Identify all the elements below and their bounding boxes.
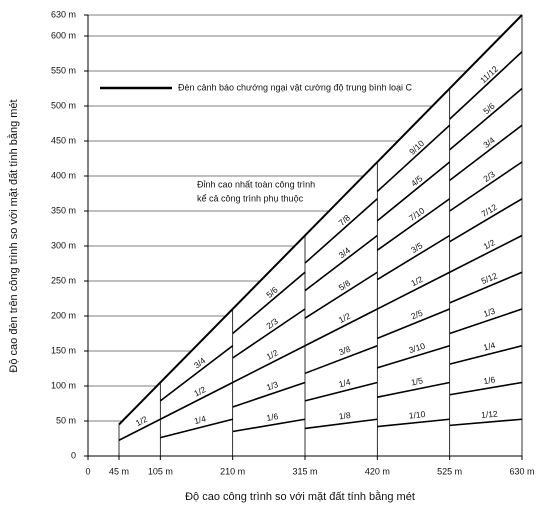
light-level-line [449,234,523,273]
fraction-label: 1/3 [482,306,497,319]
light-level-line [118,418,161,441]
light-level-line [376,234,451,281]
light-level-line [377,381,450,398]
fraction-label: 3/4 [481,135,497,150]
y-tick-label: 350 m [51,205,76,215]
light-level-line [449,418,523,427]
fraction-label: 2/3 [481,169,497,184]
fraction-label: 5/6 [481,101,497,116]
y-tick-label: 630 m [51,9,76,19]
fraction-label: 1/8 [338,410,351,421]
x-tick-label: 105 m [148,466,173,476]
fraction-label: 1/4 [193,413,207,426]
light-level-line [376,161,451,222]
y-tick-label: 300 m [51,240,76,250]
light-level-line [304,418,378,430]
light-level-line [159,345,234,402]
light-level-line [377,344,450,369]
fraction-label: 3/4 [337,245,353,260]
x-tick-label: 0 [85,466,90,476]
light-level-line [304,345,378,375]
light-level-line [304,271,378,319]
summit-line [118,14,523,426]
y-tick-label: 400 m [51,170,76,180]
fraction-label: 5/6 [264,284,280,299]
fraction-label: 4/5 [409,173,425,188]
legend-label: Đèn cảnh báo chướng ngại vật cường độ tr… [178,82,413,92]
fraction-label: 1/5 [410,375,424,387]
light-level-line [159,381,234,420]
light-level-line [449,381,523,396]
light-level-line [304,308,378,347]
light-level-line [449,198,523,243]
x-tick-label: 630 m [509,466,534,476]
light-level-line [449,271,523,304]
y-tick-label: 250 m [51,275,76,285]
light-level-line [449,87,523,151]
fraction-label: 3/8 [337,344,352,358]
y-tick-label: 450 m [51,135,76,145]
fraction-label: 7/12 [479,202,499,219]
light-level-line [449,308,523,335]
x-axis-title: Độ cao công trình so với mặt đất tính bằ… [185,490,415,503]
light-level-line [304,198,378,264]
light-level-line [376,271,451,310]
fraction-label: 1/10 [408,409,426,421]
light-level-line [232,308,306,359]
fraction-label: 1/3 [265,379,280,392]
fraction-label: 1/4 [482,340,496,353]
fraction-label: 1/12 [481,409,499,420]
fraction-label: 7/10 [407,205,426,223]
light-level-line [304,381,378,402]
annotation: Đỉnh cao nhất toàn công trình [197,179,315,189]
fraction-label: 1/6 [266,411,280,423]
light-level-line [232,381,306,408]
light-level-line [377,418,450,428]
x-tick-label: 315 m [292,466,317,476]
fraction-label: 7/8 [337,212,353,228]
y-tick-label: 150 m [51,345,76,355]
light-level-line [449,51,523,120]
fraction-label: 1/4 [338,377,352,390]
light-level-line [377,308,450,340]
fraction-label: 9/10 [407,138,426,157]
annotation: kể cả công trình phụ thuộc [197,193,304,203]
light-level-line [232,418,306,433]
light-level-line [232,271,306,335]
light-level-line [232,345,306,384]
y-tick-label: 50 m [56,415,76,425]
light-level-line [160,418,233,439]
y-tick-label: 600 m [51,30,76,40]
light-level-line [449,161,523,212]
x-tick-label: 45 m [109,466,129,476]
y-tick-label: 550 m [51,65,76,75]
x-tick-label: 420 m [365,466,390,476]
y-tick-label: 200 m [51,310,76,320]
x-tick-label: 525 m [437,466,462,476]
light-level-line [449,344,523,365]
y-tick-label: 0 [71,450,76,460]
y-tick-label: 500 m [51,100,76,110]
fraction-label: 3/4 [192,355,208,370]
x-tick-label: 210 m [220,466,245,476]
light-level-line [449,124,523,182]
light-level-line [304,234,378,292]
light-level-line [376,124,451,192]
fraction-label: 2/3 [264,316,280,331]
fraction-label: 2/5 [409,308,424,322]
light-level-line [376,198,451,251]
y-axis-title: Độ cao đèn trên công trình so với mặt đấ… [7,99,20,372]
fraction-label: 1/6 [483,374,497,386]
y-tick-label: 100 m [51,380,76,390]
